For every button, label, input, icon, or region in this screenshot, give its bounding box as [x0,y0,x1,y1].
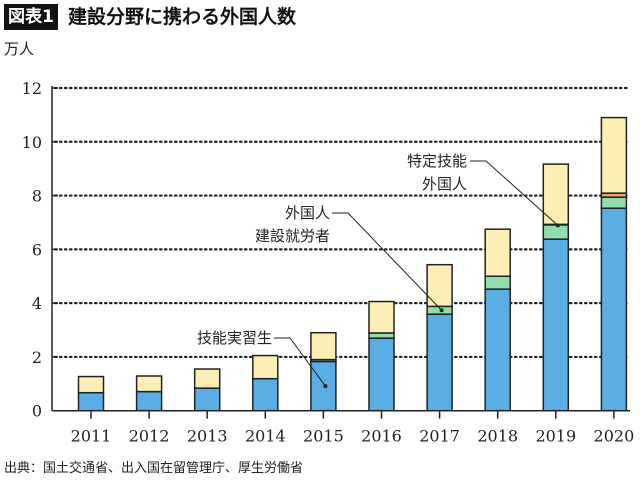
bar-segment-0-2013 [193,387,221,412]
bar-segment-3-2015 [310,331,337,361]
annotation-leader-line [332,212,442,311]
figure-badge: 図表1 [4,4,58,30]
annotation-label: 建設就労者 [255,227,330,245]
x-tick-label: 2014 [245,427,286,446]
bar-segment-1-2018 [484,275,511,290]
x-tick-label: 2020 [594,427,635,446]
annotation-dot [323,384,328,389]
bar-segment-0-2017 [426,313,453,412]
bar-segment-3-2020 [600,116,628,194]
y-tick-label: 4 [32,294,42,313]
y-tick-label: 0 [32,402,42,421]
bar-segment-3-2017 [426,263,453,308]
annotation-label: 外国人 [285,204,330,222]
bar-segment-0-2020 [600,207,628,412]
bar-segment-1-2019 [542,224,570,240]
annotation-dot [439,308,444,313]
y-tick-label: 2 [32,348,42,367]
source-note: 出典：国土交通省、出入国在留管理庁、厚生労働省 [4,461,304,476]
bar-segment-1-2020 [600,196,628,209]
bar-segment-0-2016 [368,337,395,412]
bar-segment-0-2011 [77,391,105,412]
bar-segment-1-2016 [368,332,395,339]
bar-segment-3-2018 [484,228,511,277]
annotation-label: 特定技能 [407,152,467,170]
annotation-label: 技能実習生 [197,329,272,347]
x-tick-label: 2011 [71,427,112,446]
y-tick-label: 12 [22,79,42,98]
bar-segment-3-2019 [542,163,570,226]
bar-segment-3-2013 [193,368,221,389]
y-axis-unit: 万人 [4,40,35,58]
annotation-dot [555,223,560,228]
y-tick-label: 10 [22,133,42,152]
annotation-label: 外国人 [422,175,467,193]
x-tick-label: 2013 [187,427,228,446]
bar-segment-3-2014 [252,354,279,380]
y-tick-label: 8 [32,187,42,206]
bar-segment-3-2012 [135,375,163,393]
x-tick-label: 2012 [129,427,170,446]
x-tick-label: 2017 [419,427,460,446]
annotation-leader-line [470,160,559,226]
x-tick-label: 2015 [303,427,344,446]
chart-title: 建設分野に携わる外国人数 [68,6,297,28]
x-tick-label: 2019 [535,427,576,446]
bar-segment-0-2014 [252,377,279,412]
x-tick-label: 2016 [361,427,402,446]
annotation-leader-line [274,337,326,387]
bar-segment-0-2018 [484,288,511,412]
x-tick-label: 2018 [477,427,518,446]
bar-segment-3-2016 [368,300,395,334]
bar-segment-0-2012 [135,390,163,412]
y-tick-label: 6 [32,240,42,259]
bar-segment-0-2019 [542,238,570,412]
bar-segment-3-2011 [77,375,105,394]
